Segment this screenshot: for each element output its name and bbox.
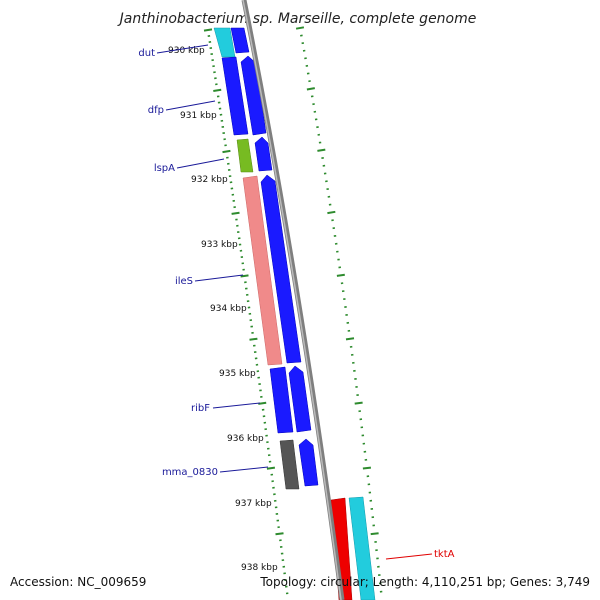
outer-tick-56 — [362, 466, 372, 470]
leader-mma_0830 — [219, 466, 269, 473]
gene-label-ileS[interactable]: ileS — [175, 276, 193, 287]
outer-tick-24 — [327, 210, 336, 215]
gene-ileS[interactable] — [242, 175, 283, 366]
outer-tick-32 — [336, 273, 345, 277]
ruler-tick-30 — [231, 211, 240, 215]
accession-label: Accession: NC_009659 — [10, 575, 146, 589]
leader-dut — [156, 44, 209, 54]
ruler-tick-70 — [266, 466, 276, 470]
outer-tick-16 — [317, 148, 326, 152]
tick-label-938: 938 kbp — [241, 563, 278, 573]
gene-label-dfp[interactable]: dfp — [148, 105, 164, 116]
gene-labels: dut dfp lspA ileS ribF mma_0830 tktA — [138, 48, 454, 560]
genome-summary-label: Topology: circular; Length: 4,110,251 bp… — [259, 575, 590, 589]
tick-label-936: 936 kbp — [227, 434, 264, 444]
ruler-tick-40 — [240, 274, 249, 278]
leader-ribF — [212, 402, 261, 409]
reverse-strand-track — [213, 27, 353, 600]
genome-backbone-highlight — [242, 0, 342, 600]
tick-label-937: 937 kbp — [235, 499, 272, 509]
gene-label-ribF[interactable]: ribF — [191, 403, 210, 414]
forward-strand-track — [230, 27, 376, 600]
ruler-tick-labels: 930 kbp 931 kbp 932 kbp 933 kbp 934 kbp … — [168, 46, 278, 573]
outer-tick-8 — [306, 87, 315, 91]
outer-tick-40 — [345, 337, 355, 341]
gene-label-lspA[interactable]: lspA — [154, 163, 175, 174]
leader-ileS — [194, 274, 244, 282]
gene-forward-4[interactable] — [260, 174, 302, 364]
leader-dfp — [165, 100, 216, 111]
tick-label-934: 934 kbp — [210, 304, 247, 314]
ruler-tick-10 — [213, 88, 222, 92]
gene-dfp[interactable] — [221, 56, 249, 136]
outer-ring — [295, 26, 383, 593]
ruler-tick-0 — [203, 28, 213, 32]
ruler-tick-60 — [258, 401, 267, 405]
outer-tick-7 — [308, 80, 311, 83]
ruler-ring — [203, 28, 289, 595]
gene-label-tktA[interactable]: tktA — [434, 549, 455, 560]
gene-ribF[interactable] — [269, 366, 294, 434]
tick-label-935: 935 kbp — [219, 369, 256, 379]
map-title: Janthinobacterium sp. Marseille, complet… — [117, 11, 477, 27]
gene-forward-5[interactable] — [288, 365, 312, 433]
gene-forward-6[interactable] — [298, 438, 319, 487]
outer-tick-1 — [300, 34, 303, 37]
gene-label-dut[interactable]: dut — [138, 48, 155, 59]
ruler-tick-20 — [222, 149, 231, 154]
gene-mma_0830[interactable] — [279, 439, 300, 490]
gene-forward-cyan[interactable] — [348, 496, 376, 600]
tick-label-933: 933 kbp — [201, 240, 238, 250]
gene-label-mma_0830[interactable]: mma_0830 — [162, 467, 218, 478]
tick-label-930: 930 kbp — [168, 46, 205, 56]
outer-tick-0 — [295, 26, 305, 30]
leader-tktA — [385, 553, 433, 560]
ruler-tick-50 — [249, 337, 258, 341]
gene-forward-3[interactable] — [254, 136, 273, 172]
gene-lspA[interactable] — [236, 138, 254, 173]
outer-tick-48 — [354, 401, 363, 405]
outer-tick-64 — [370, 532, 379, 536]
tick-label-932: 932 kbp — [191, 175, 228, 185]
tick-label-931: 931 kbp — [180, 111, 217, 121]
gene-label-leaders — [156, 44, 433, 560]
gene-forward-1[interactable] — [230, 27, 250, 54]
leader-lspA — [176, 158, 225, 169]
genome-backbone — [241, 0, 345, 600]
ruler-tick-80 — [275, 532, 284, 536]
